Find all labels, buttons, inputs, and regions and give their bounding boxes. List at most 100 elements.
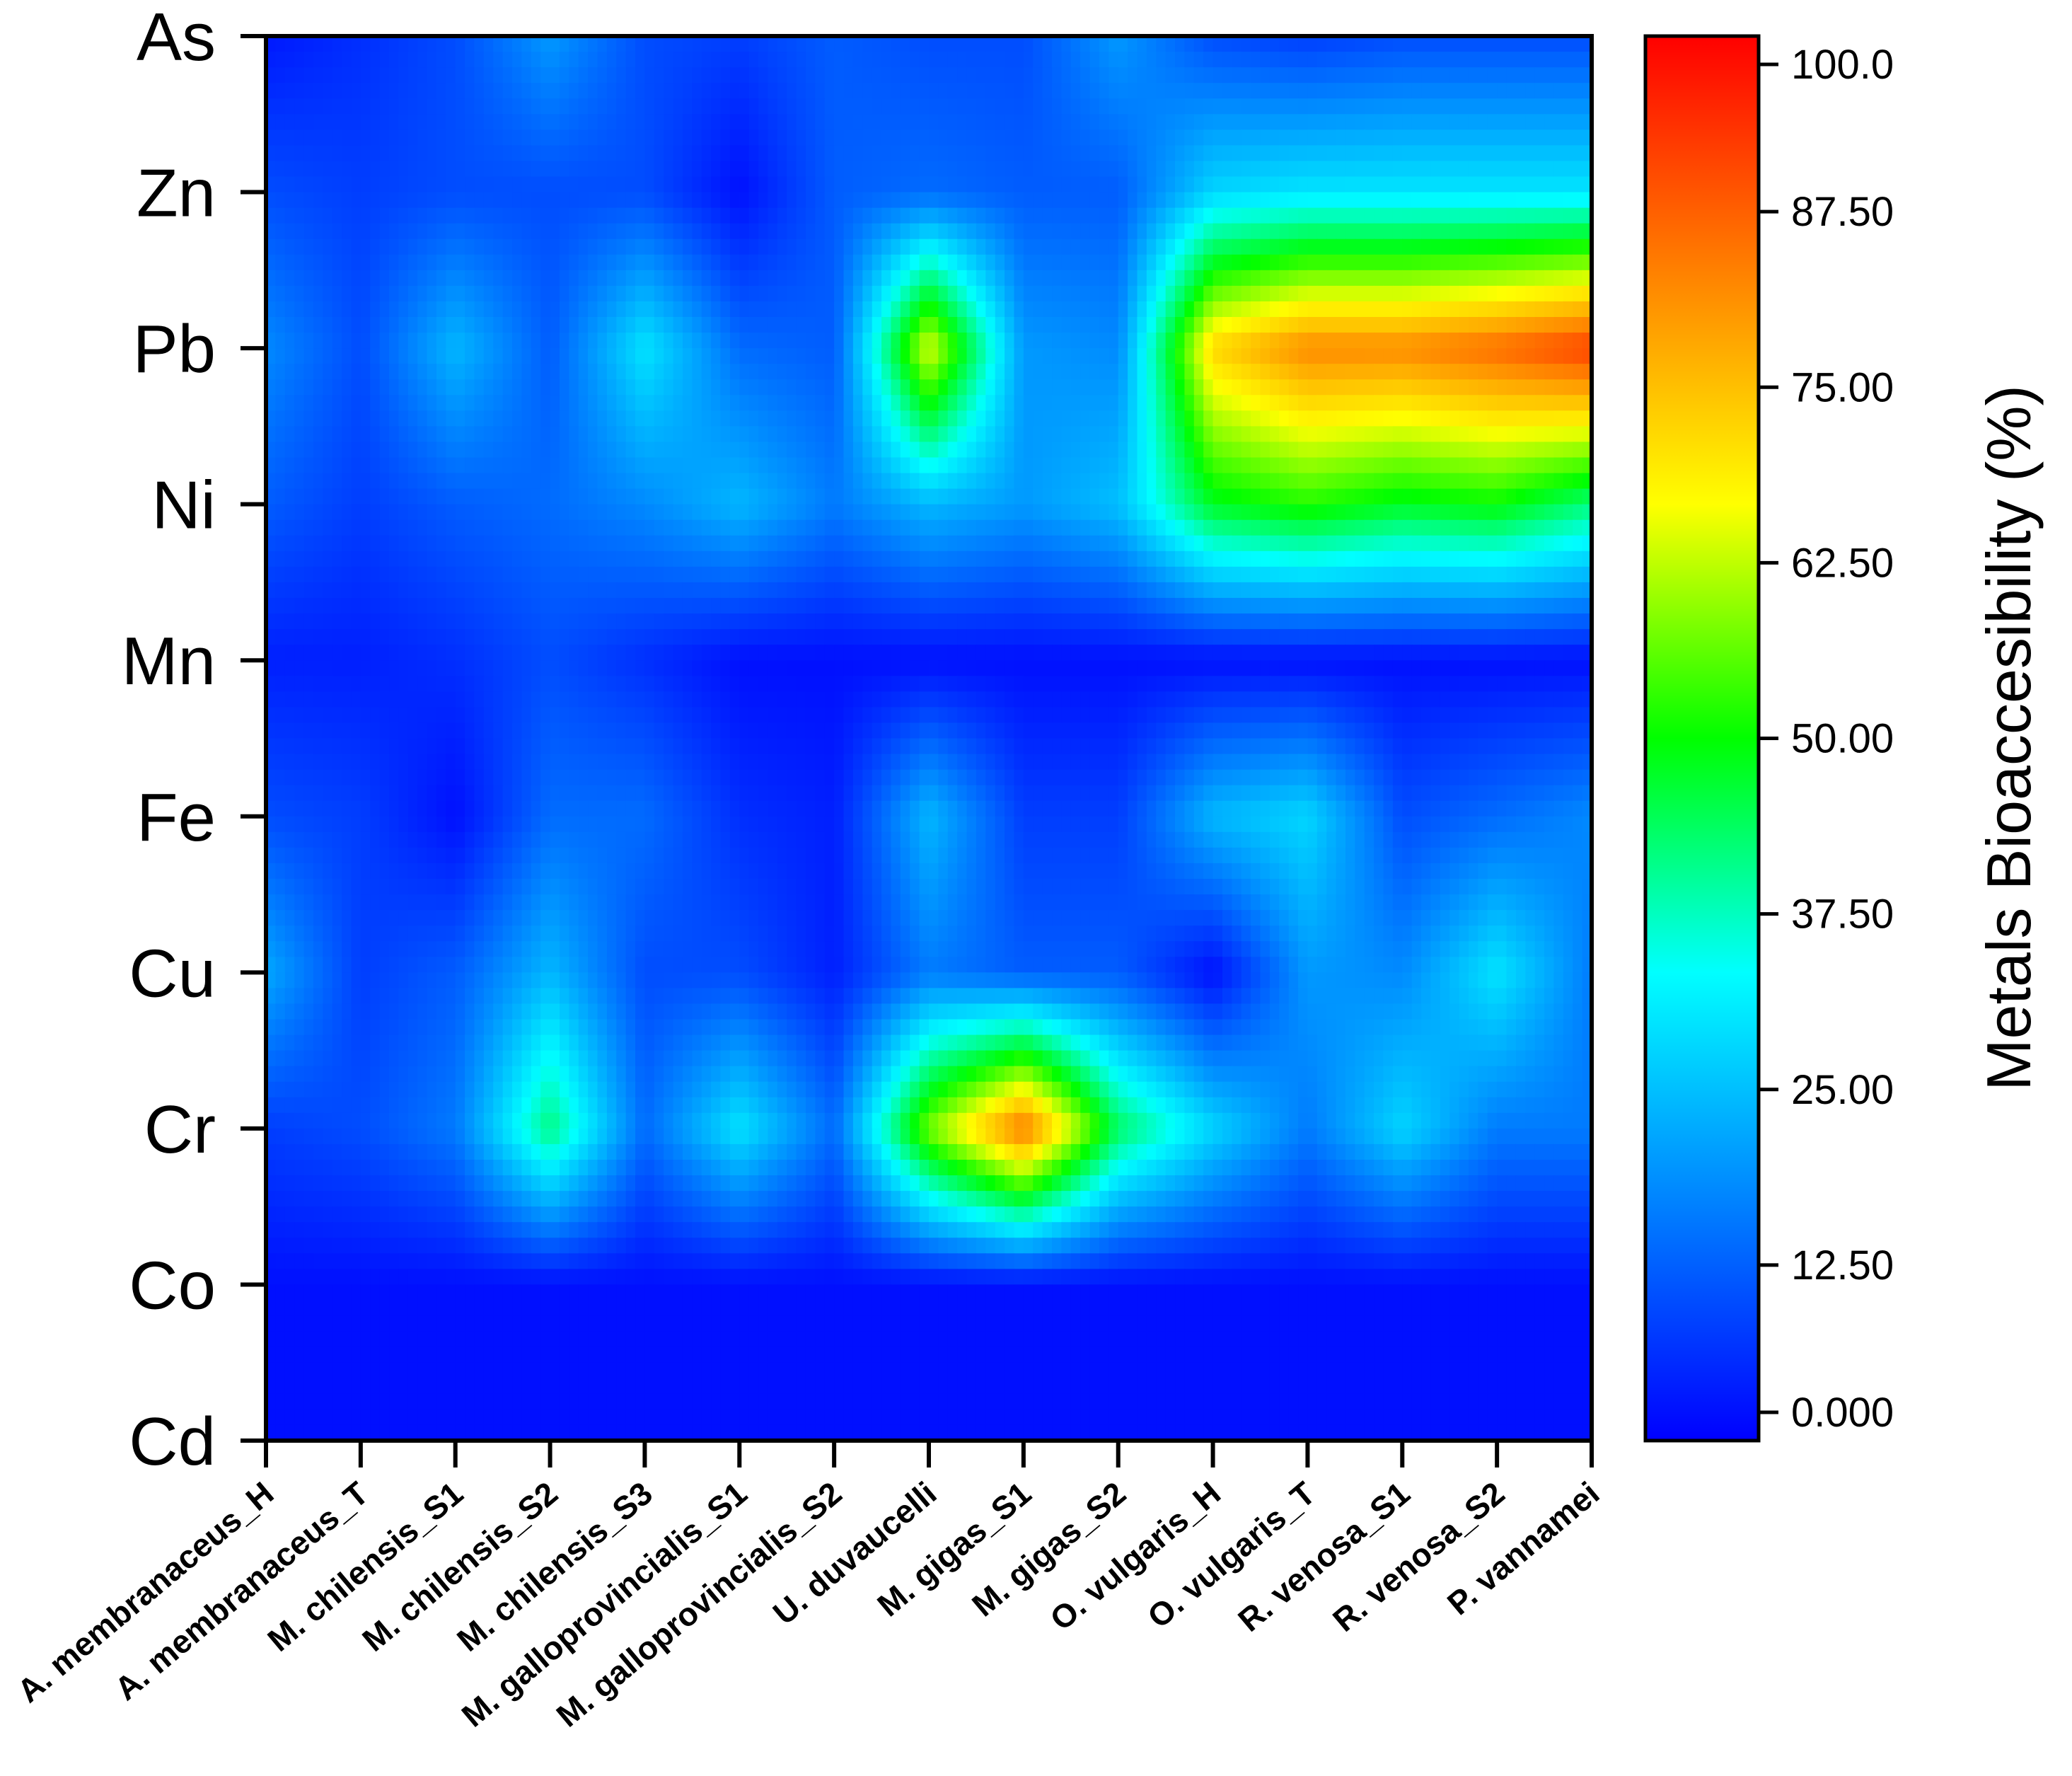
heatmap-cell [1487, 238, 1498, 255]
heatmap-cell [985, 67, 996, 83]
heatmap-cell [1070, 317, 1081, 333]
heatmap-cell [1525, 442, 1536, 459]
heatmap-cell [834, 67, 845, 83]
heatmap-cell [1487, 457, 1498, 474]
heatmap-cell [711, 395, 722, 412]
heatmap-cell [938, 535, 949, 552]
heatmap-cell [294, 285, 305, 302]
heatmap-cell [616, 317, 627, 333]
heatmap-cell [1316, 67, 1327, 83]
heatmap-cell [559, 488, 570, 505]
heatmap-cell [427, 582, 437, 599]
heatmap-cell [1563, 519, 1574, 536]
heatmap-cell [1563, 98, 1574, 115]
heatmap-cell [1440, 457, 1451, 474]
heatmap-cell [824, 176, 835, 193]
heatmap-cell [891, 395, 901, 412]
heatmap-cell [938, 473, 949, 490]
heatmap-cell [1573, 473, 1583, 490]
heatmap-cell [1109, 285, 1119, 302]
heatmap-cell [664, 254, 674, 271]
heatmap-cell [1506, 535, 1517, 552]
heatmap-cell [852, 129, 864, 146]
heatmap-cell [1430, 207, 1441, 224]
heatmap-cell [654, 83, 664, 100]
heatmap-cell [1573, 129, 1583, 146]
heatmap-cell [834, 566, 845, 583]
heatmap-cell [493, 535, 504, 552]
heatmap-cell [635, 52, 646, 68]
heatmap-cell [1478, 473, 1488, 490]
heatmap-cell [266, 238, 277, 255]
heatmap-cell [360, 535, 371, 552]
heatmap-cell [1061, 473, 1072, 490]
heatmap-cell [550, 395, 560, 412]
heatmap-cell [947, 114, 958, 131]
heatmap-cell [1440, 364, 1451, 381]
heatmap-cell [1506, 301, 1517, 318]
heatmap-cell [1316, 504, 1327, 521]
heatmap-cell [729, 145, 741, 162]
heatmap-cell [294, 145, 305, 162]
heatmap-cell [644, 83, 655, 100]
heatmap-cell [843, 317, 854, 333]
heatmap-cell [862, 36, 873, 52]
heatmap-cell [862, 426, 873, 443]
heatmap-cell [389, 192, 400, 209]
heatmap-cell [635, 145, 646, 162]
heatmap-cell [947, 488, 958, 505]
heatmap-cell [815, 192, 826, 209]
heatmap-cell [1070, 83, 1081, 100]
heatmap-cell [616, 52, 627, 68]
heatmap-cell [1175, 223, 1186, 240]
heatmap-cell [483, 301, 494, 318]
heatmap-cell [323, 52, 333, 68]
heatmap-cell [342, 285, 352, 302]
heatmap-cell [900, 270, 911, 287]
heatmap-cell [275, 254, 286, 271]
heatmap-cell [417, 114, 428, 131]
heatmap-cell [616, 535, 627, 552]
heatmap-cell [625, 83, 636, 100]
heatmap-cell [1137, 98, 1147, 115]
heatmap-cell [1383, 457, 1394, 474]
heatmap-cell [701, 566, 712, 583]
heatmap-cell [644, 270, 655, 287]
heatmap-cell [521, 504, 532, 521]
heatmap-cell [1430, 442, 1441, 459]
heatmap-cell [1184, 98, 1195, 115]
heatmap-cell [465, 379, 475, 396]
heatmap-cell [1061, 379, 1072, 396]
heatmap-cell [768, 161, 778, 178]
heatmap-cell [682, 192, 693, 209]
heatmap-cell [351, 473, 361, 490]
heatmap-cell [521, 192, 532, 209]
heatmap-cell [1544, 426, 1555, 443]
heatmap-cell [1005, 161, 1015, 178]
heatmap-cell [559, 426, 570, 443]
heatmap-cell [1070, 457, 1081, 474]
heatmap-cell [465, 238, 475, 255]
heatmap-cell [682, 473, 693, 490]
heatmap-cell [1137, 333, 1147, 349]
heatmap-cell [1421, 270, 1432, 287]
heatmap-cell [1279, 535, 1290, 552]
heatmap-cell [1222, 488, 1233, 505]
heatmap-cell [1042, 582, 1053, 599]
heatmap-cell [427, 504, 437, 521]
heatmap-cell [1033, 333, 1043, 349]
heatmap-cell [1468, 566, 1479, 583]
heatmap-cell [1165, 254, 1176, 271]
heatmap-cell [1260, 192, 1271, 209]
heatmap-cell [900, 114, 911, 131]
heatmap-cell [1515, 364, 1527, 381]
heatmap-cell [1534, 98, 1545, 115]
heatmap-cell [758, 457, 769, 474]
heatmap-cell [1014, 207, 1024, 224]
heatmap-cell [900, 207, 911, 224]
heatmap-cell [711, 457, 722, 474]
heatmap-cell [1288, 550, 1299, 567]
heatmap-cell [360, 426, 371, 443]
heatmap-cell [1080, 129, 1091, 146]
heatmap-cell [1573, 67, 1583, 83]
